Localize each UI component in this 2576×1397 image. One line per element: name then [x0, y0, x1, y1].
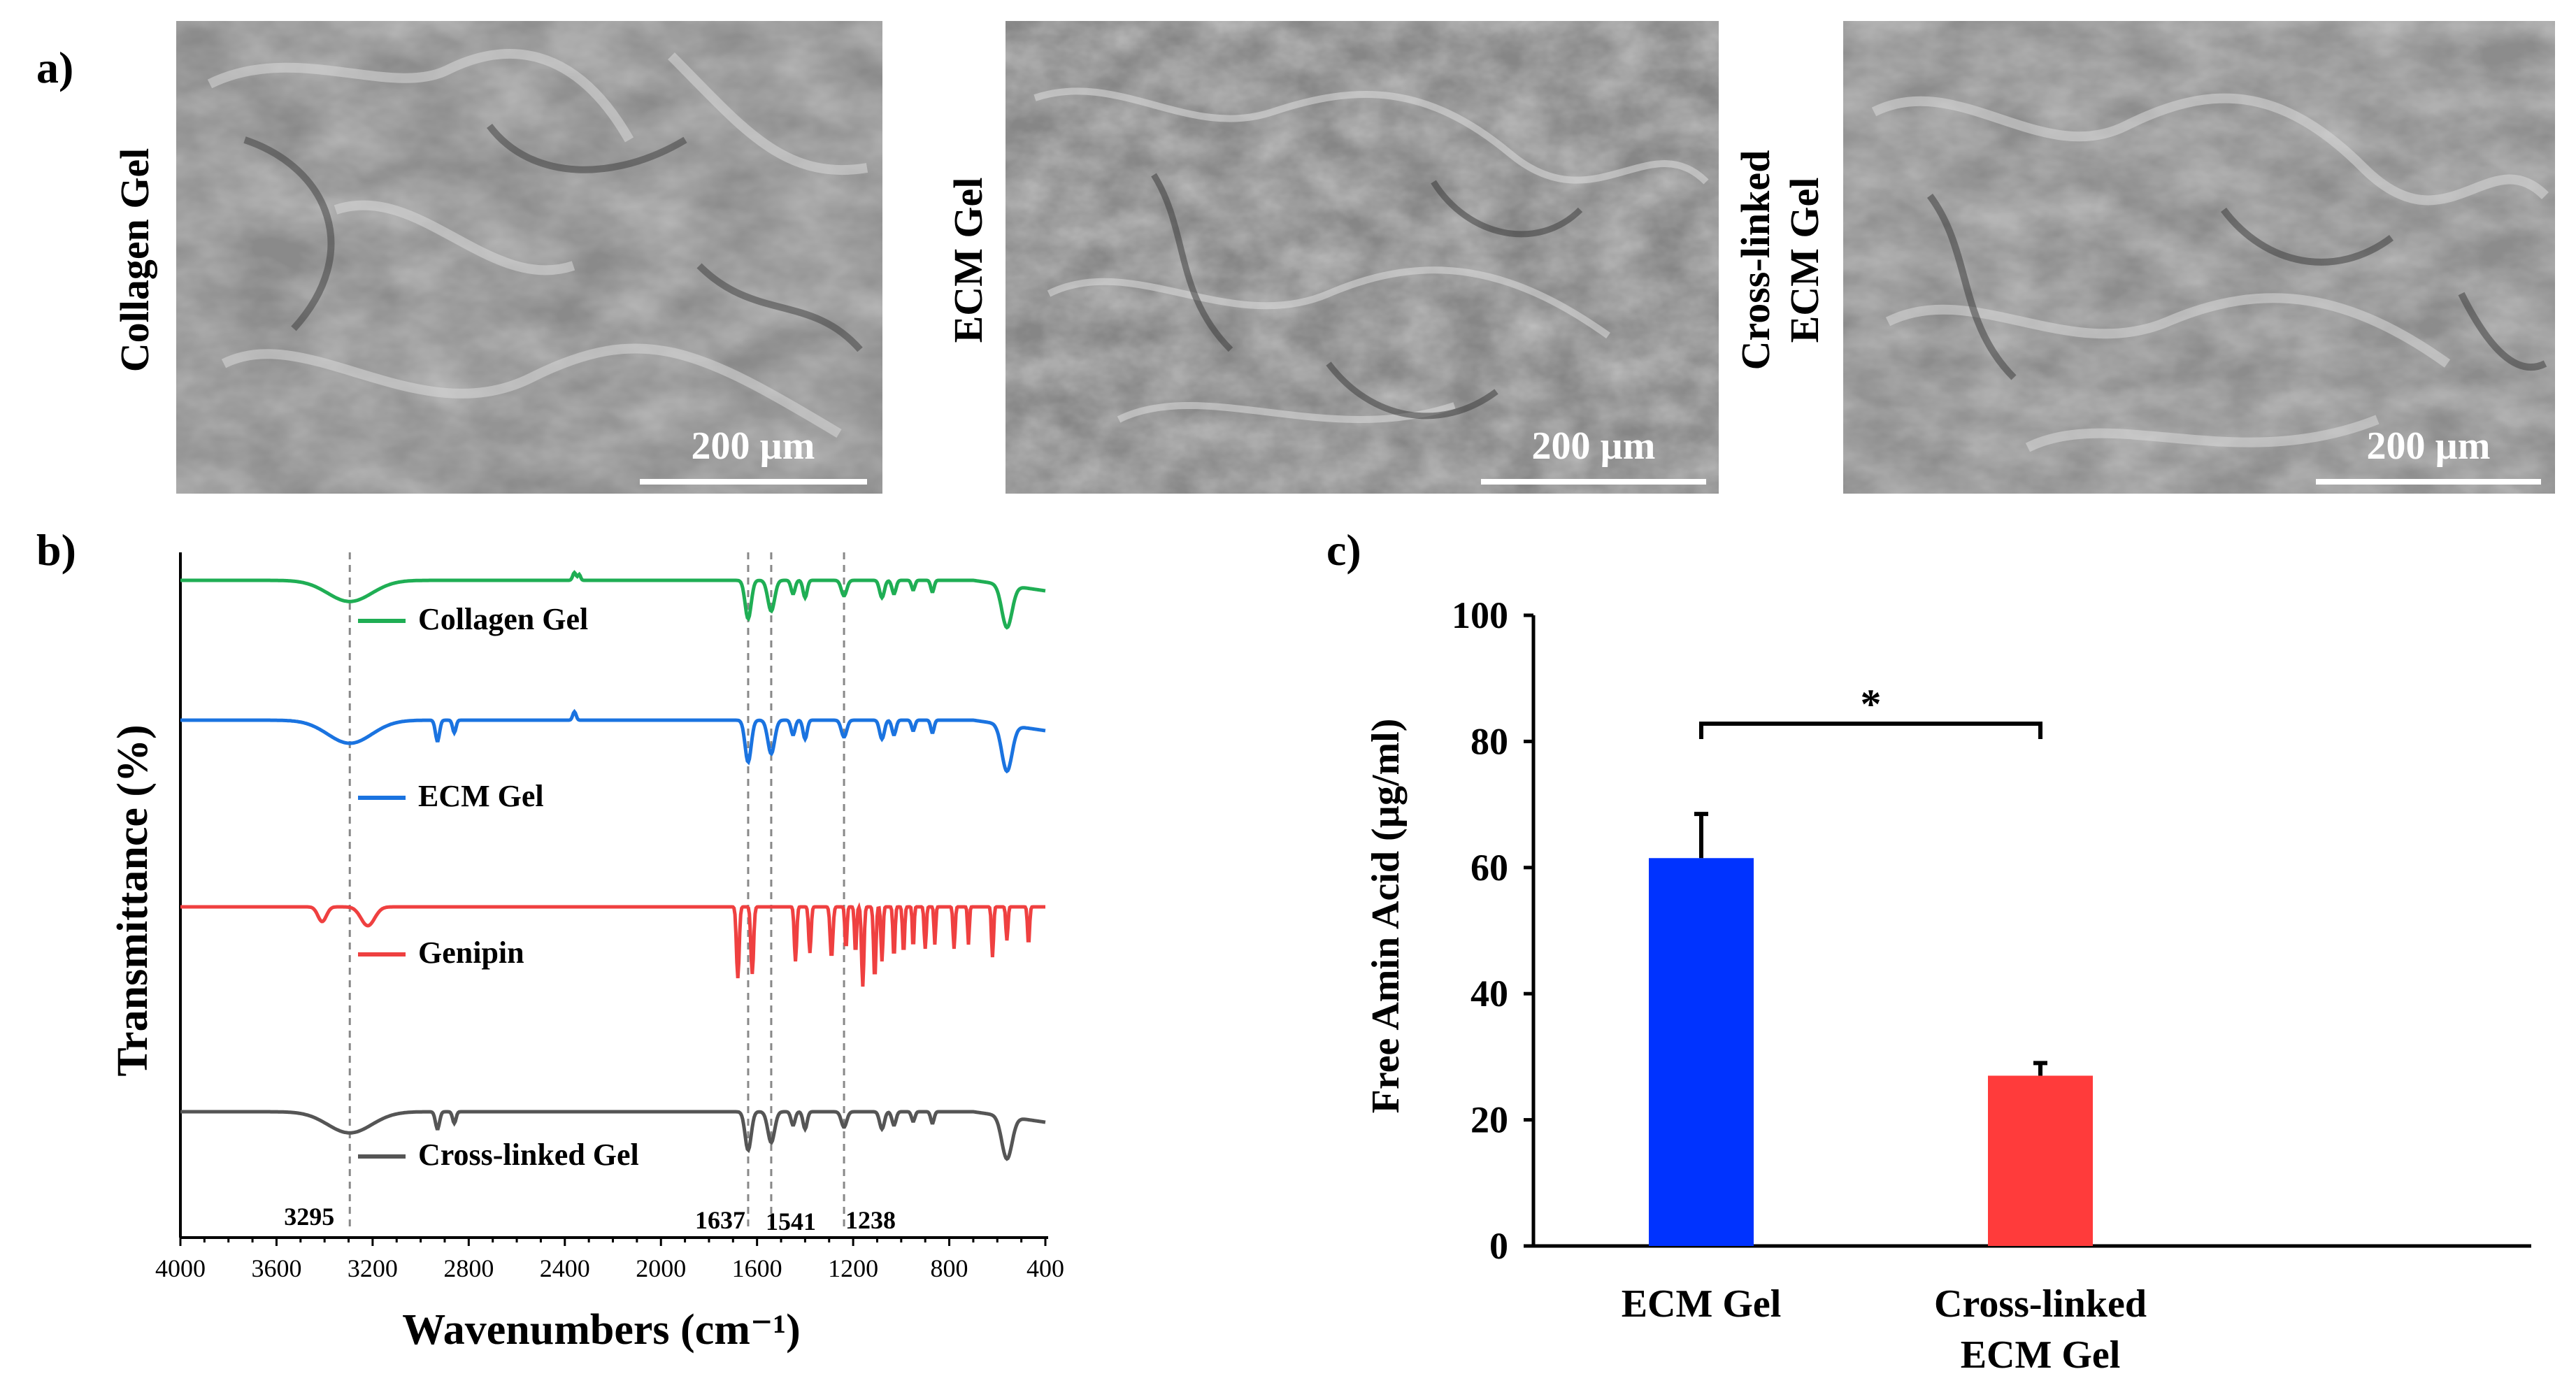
ftir-tick-label: 800 — [931, 1254, 968, 1282]
bar-category-label: ECM Gel — [1622, 1282, 1782, 1326]
sem-image-cross-linked-ecm-gel — [1843, 21, 2555, 494]
ftir-y-axis-label: Transmittance (%) — [109, 724, 157, 1076]
scale-bar-label-1: 200 µm — [692, 424, 815, 468]
scale-bar-2 — [1481, 479, 1706, 485]
panel-label-c: c) — [1326, 525, 1361, 575]
significance-bracket — [1699, 722, 2042, 739]
scale-bar-label-3: 200 µm — [2367, 424, 2491, 468]
ftir-legend-label: Cross-linked Gel — [418, 1138, 639, 1172]
scale-bar-1 — [640, 479, 867, 485]
ftir-tick-label: 2800 — [443, 1254, 494, 1282]
ftir-tick-label: 1200 — [828, 1254, 878, 1282]
bar-chart: 0 20 40 60 80 100 ECM Gel Cross-linked ECM Gel * — [1452, 594, 2531, 1377]
ftir-x-axis-label: Wavenumbers (cm⁻¹) — [402, 1306, 801, 1354]
sem-image-collagen-gel — [176, 21, 882, 494]
ftir-legend-label: Collagen Gel — [418, 602, 588, 636]
sem-image-ecm-gel — [1006, 21, 1719, 494]
panel-label-a: a) — [36, 43, 73, 92]
ftir-ref-label-3295: 3295 — [284, 1203, 334, 1231]
bar-y-tick-label: 20 — [1471, 1099, 1508, 1141]
ftir-tick-label: 2000 — [636, 1254, 686, 1282]
bar-y-tick-label: 80 — [1471, 720, 1508, 762]
significance-marker: * — [1861, 681, 1882, 727]
ftir-tick-label: 400 — [1026, 1254, 1064, 1282]
bar-y-tick-label: 100 — [1452, 594, 1508, 636]
sem-label-ecm-gel: ECM Gel — [945, 178, 991, 343]
sem-label-cross-linked-line2: ECM Gel — [1782, 178, 1827, 343]
bar-2 — [1988, 1075, 2093, 1246]
ftir-ref-label-1637: 1637 — [695, 1206, 745, 1234]
scale-bar-label-2: 200 µm — [1532, 424, 1656, 468]
ftir-tick-label: 3200 — [348, 1254, 398, 1282]
ftir-series-genipin — [180, 902, 1045, 987]
ftir-tick-label: 4000 — [155, 1254, 206, 1282]
ftir-tick-label: 3600 — [251, 1254, 301, 1282]
ftir-tick-label: 1600 — [732, 1254, 782, 1282]
bar-category-label-line2: ECM Gel — [1961, 1333, 2121, 1377]
ftir-series-ecm-gel — [180, 708, 1046, 774]
bar-category-label: Cross-linked — [1934, 1282, 2147, 1326]
ftir-series-cross-linked-gel — [180, 1110, 1046, 1161]
ftir-legend-label: ECM Gel — [418, 779, 544, 813]
ftir-tick-label: 2400 — [540, 1254, 590, 1282]
panel-label-b: b) — [36, 525, 76, 575]
bar-y-tick-label: 40 — [1471, 973, 1508, 1015]
ftir-ref-label-1238: 1238 — [845, 1206, 896, 1234]
sem-label-collagen-gel: Collagen Gel — [112, 148, 157, 373]
ftir-ref-label-1541: 1541 — [766, 1208, 816, 1235]
bar-y-tick-label: 60 — [1471, 847, 1508, 889]
scale-bar-3 — [2316, 479, 2541, 485]
sem-label-cross-linked-line1: Cross-linked — [1733, 150, 1778, 371]
bar-1 — [1649, 858, 1754, 1246]
bar-y-axis-label: Free Amin Acid (µg/ml) — [1364, 719, 1408, 1114]
ftir-legend-label: Genipin — [418, 936, 524, 970]
ftir-series-collagen-gel — [180, 570, 1046, 630]
ftir-chart: 4000 3600 3200 2800 2400 2000 1600 1200 800 400 32… — [155, 552, 1064, 1282]
bar-y-tick-label: 0 — [1489, 1225, 1508, 1267]
